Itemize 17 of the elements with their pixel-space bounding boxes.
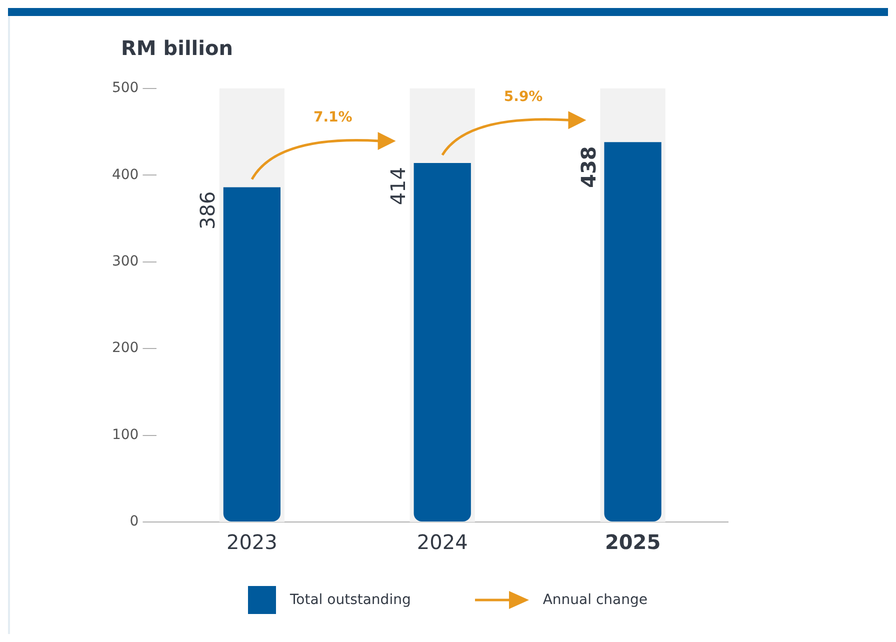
data-label: 414: [386, 166, 410, 206]
chart-title: RM billion: [121, 36, 233, 60]
y-tick-label: 400: [112, 166, 139, 183]
x-tick-label: 2025: [604, 530, 661, 554]
data-label: 438: [576, 146, 600, 188]
y-tick-label: 0: [130, 514, 139, 530]
x-tick-label: 2023: [226, 530, 278, 554]
y-tick-label: 300: [112, 253, 139, 270]
annotation: 5.9%: [504, 88, 543, 105]
y-tick-label: 500: [112, 80, 139, 96]
annotation: 7.1%: [313, 110, 352, 126]
legend-label: Total outstanding: [290, 592, 411, 608]
y-tick-label: 100: [112, 426, 139, 443]
y-tick-label: 200: [112, 340, 139, 356]
x-tick-label: 2024: [416, 530, 468, 554]
text: Annual change: [542, 592, 648, 608]
data-label: 386: [196, 191, 220, 230]
